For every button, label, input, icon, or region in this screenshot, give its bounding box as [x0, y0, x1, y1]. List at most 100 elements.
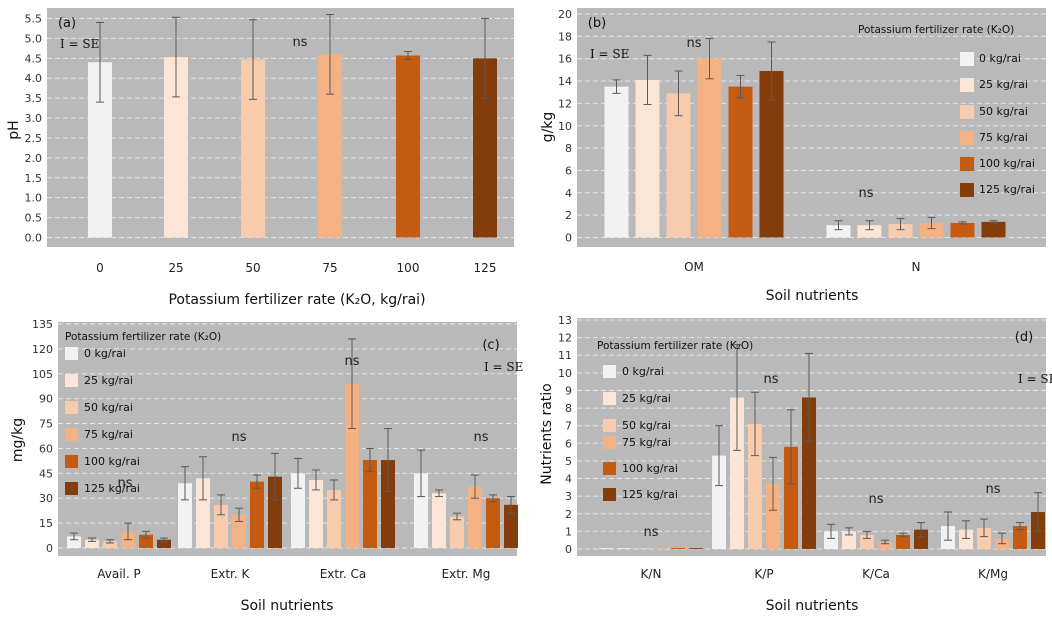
bar	[468, 486, 482, 548]
y-tick-label: 6	[565, 437, 572, 450]
bar	[85, 539, 99, 548]
bar	[381, 460, 395, 548]
bar	[1013, 526, 1027, 549]
legend-swatch	[603, 365, 616, 378]
y-tick-label: 120	[32, 343, 53, 356]
bar	[671, 548, 685, 549]
significance-label: ns	[686, 36, 701, 51]
bar	[617, 548, 631, 549]
y-tick-label: 3.5	[25, 92, 43, 105]
legend-swatch	[65, 347, 78, 360]
y-tick-label: 1.0	[25, 192, 43, 205]
y-tick-label: 30	[39, 492, 53, 505]
legend-entry: 25 kg/rai	[84, 374, 133, 387]
bar	[896, 534, 910, 549]
y-tick-label: 1	[565, 525, 572, 538]
legend-entry: 25 kg/rai	[622, 392, 671, 405]
bar	[67, 536, 81, 548]
x-tick-label: K/Ca	[862, 567, 890, 581]
bar	[214, 504, 228, 548]
legend-entry: 50 kg/rai	[622, 419, 671, 432]
significance-label: ns	[643, 525, 658, 540]
legend-swatch	[603, 392, 616, 405]
x-tick-label: 100	[397, 261, 420, 275]
legend-entry: 75 kg/rai	[979, 131, 1028, 144]
bar	[345, 383, 359, 548]
significance-label: ns	[985, 482, 1000, 497]
y-tick-label: 20	[558, 8, 572, 21]
bar	[604, 86, 629, 238]
bar	[450, 516, 464, 548]
x-tick-label: 125	[474, 261, 497, 275]
legend-entry: 100 kg/rai	[84, 455, 140, 468]
y-tick-label: 5	[565, 455, 572, 468]
x-axis-title: Soil nutrients	[766, 288, 859, 304]
bar	[268, 476, 282, 548]
y-tick-label: 11	[558, 349, 572, 362]
bar	[232, 514, 246, 548]
y-axis-title: Nutrients ratio	[539, 383, 555, 484]
bar	[981, 221, 1006, 238]
y-tick-label: 3	[565, 490, 572, 503]
legend-title: Potassium fertilizer rate (K₂O)	[858, 24, 1014, 36]
panel-label: (b)	[588, 16, 606, 31]
y-axis-title: g/kg	[540, 112, 556, 143]
x-axis-title: Soil nutrients	[766, 598, 859, 614]
bar	[766, 483, 780, 549]
bar	[888, 224, 913, 238]
bar	[291, 473, 305, 548]
bar	[977, 527, 991, 549]
legend-entry: 25 kg/rai	[979, 78, 1028, 91]
legend-entry: 125 kg/rai	[622, 488, 678, 501]
y-tick-label: 4.0	[25, 72, 43, 85]
legend-swatch	[960, 78, 974, 92]
bar	[914, 529, 928, 549]
x-tick-label: K/Mg	[978, 567, 1008, 581]
y-tick-label: 16	[558, 53, 572, 66]
bar	[919, 222, 944, 238]
y-tick-label: 8	[565, 402, 572, 415]
bar	[784, 446, 798, 549]
y-tick-label: 10	[558, 120, 572, 133]
bar	[363, 460, 377, 548]
legend-swatch	[65, 428, 78, 441]
bar	[327, 489, 341, 548]
y-tick-label: 4	[565, 187, 572, 200]
x-tick-label: N	[912, 260, 921, 274]
significance-label: ns	[292, 35, 307, 50]
legend-swatch	[960, 157, 974, 171]
y-tick-label: 45	[39, 467, 53, 480]
y-tick-label: 90	[39, 393, 53, 406]
y-tick-label: 60	[39, 442, 53, 455]
legend-entry: 75 kg/rai	[84, 428, 133, 441]
se-note: I = SE	[484, 360, 523, 374]
y-tick-label: 18	[558, 30, 572, 43]
legend-swatch	[603, 436, 616, 449]
legend-entry: 0 kg/rai	[979, 52, 1021, 65]
legend-entry: 0 kg/rai	[622, 365, 664, 378]
y-axis-title: mg/kg	[10, 418, 26, 462]
bar	[599, 548, 613, 549]
significance-label: ns	[473, 430, 488, 445]
panel-label: (c)	[482, 338, 499, 353]
bar	[842, 531, 856, 549]
legend-swatch	[603, 419, 616, 432]
se-note: I = SE	[60, 37, 99, 51]
x-tick-label: 25	[168, 261, 183, 275]
legend-entry: 100 kg/rai	[622, 462, 678, 475]
chart-panel-c: 0 15 30 45 60 75 90 105 120 135 Avail. P Extr. K Ext…	[10, 318, 523, 614]
bar	[250, 481, 264, 548]
x-tick-label: Avail. P	[97, 567, 141, 581]
significance-label: ns	[231, 430, 246, 445]
legend-swatch	[603, 488, 616, 501]
se-note: I = SE	[590, 47, 629, 61]
bar	[103, 541, 117, 548]
x-axis-title: Potassium fertilizer rate (K₂O, kg/rai)	[168, 292, 425, 308]
panel-label: (a)	[58, 16, 76, 31]
bar	[697, 58, 722, 238]
y-tick-label: 2.0	[25, 152, 43, 165]
chart-panel-b: 0 2 4 6 8 10 12 14 16 18 20 OM N (b) I = SE ns ns Potassi…	[540, 8, 1046, 304]
significance-label: ns	[858, 186, 873, 201]
y-tick-label: 0	[565, 232, 572, 245]
